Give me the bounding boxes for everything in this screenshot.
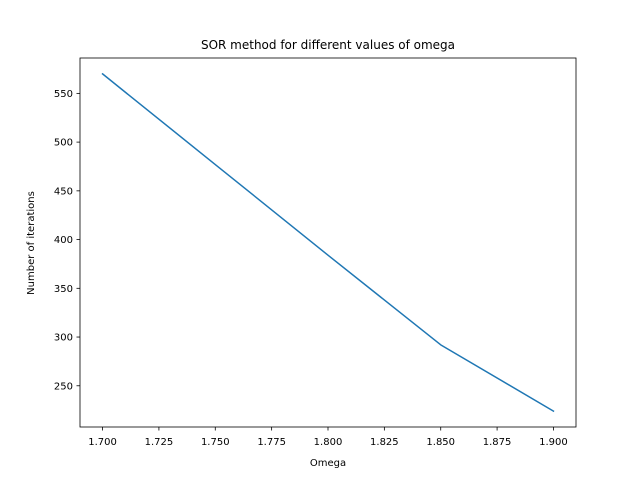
x-tick-label: 1.850 bbox=[426, 437, 455, 448]
x-tick-label: 1.700 bbox=[88, 437, 117, 448]
y-tick-label: 300 bbox=[54, 333, 73, 344]
y-axis-ticks: 250 300 350 400 450 500 550 bbox=[54, 89, 80, 392]
x-tick-label: 1.775 bbox=[257, 437, 286, 448]
x-tick-label: 1.825 bbox=[370, 437, 399, 448]
x-axis-ticks: 1.700 1.725 1.750 1.775 1.800 1.825 1.850 1.875… bbox=[88, 427, 568, 448]
y-tick-label: 250 bbox=[54, 381, 73, 392]
x-axis-label: Omega bbox=[310, 458, 346, 469]
series-lines bbox=[101, 72, 555, 413]
y-tick-label: 550 bbox=[54, 89, 73, 100]
y-tick-label: 500 bbox=[54, 138, 73, 149]
y-axis-label: Number of iterations bbox=[26, 191, 37, 295]
chart-title: SOR method for different values of omega bbox=[201, 38, 455, 52]
x-tick-label: 1.875 bbox=[483, 437, 512, 448]
y-tick-label: 400 bbox=[54, 235, 73, 246]
x-tick-label: 1.750 bbox=[201, 437, 230, 448]
x-tick-label: 1.725 bbox=[145, 437, 174, 448]
y-tick-label: 350 bbox=[54, 284, 73, 295]
series-line-0 bbox=[101, 72, 555, 413]
x-tick-label: 1.900 bbox=[539, 437, 568, 448]
x-tick-label: 1.800 bbox=[314, 437, 343, 448]
y-tick-label: 450 bbox=[54, 186, 73, 197]
